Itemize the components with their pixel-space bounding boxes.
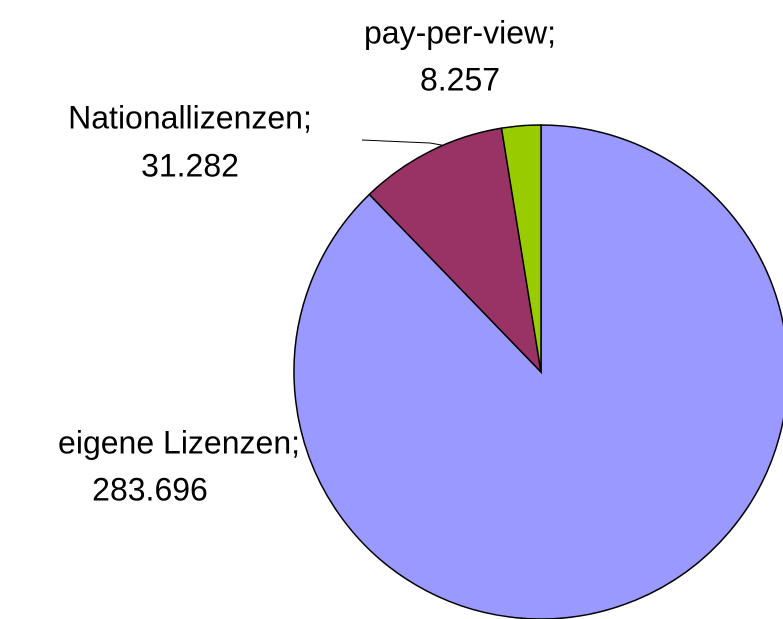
pie-slice [500, 124, 542, 373]
pie-slice [368, 127, 543, 375]
slice-label: pay-per-view; [364, 14, 556, 50]
slice-value: 283.696 [92, 471, 208, 507]
slice-label: eigene Lizenzen; [58, 424, 300, 460]
slice-value: 31.282 [141, 147, 239, 183]
slice-label: Nationallizenzen; [68, 99, 312, 135]
slice-value: 8.257 [420, 61, 500, 97]
pie-slice [293, 124, 783, 619]
